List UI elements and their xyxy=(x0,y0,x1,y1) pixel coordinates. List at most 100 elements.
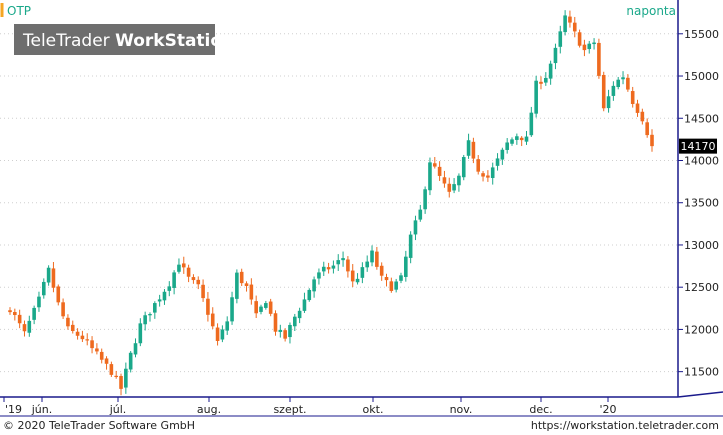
candle-body xyxy=(461,157,466,178)
candle-body xyxy=(360,267,365,278)
candle xyxy=(201,279,205,302)
candle xyxy=(162,289,167,305)
candle-body xyxy=(153,303,157,313)
candle xyxy=(592,38,596,50)
candle xyxy=(466,133,471,159)
candle xyxy=(399,272,403,284)
candle xyxy=(172,270,176,295)
candle xyxy=(181,256,186,274)
candle xyxy=(56,284,61,306)
candle xyxy=(432,156,437,169)
candle-body xyxy=(128,352,133,370)
candle xyxy=(27,315,32,337)
candle-body xyxy=(288,324,292,338)
x-tick-label: jún. xyxy=(31,403,53,416)
x-tick-label: '20 xyxy=(599,403,616,416)
candle-body xyxy=(505,142,509,150)
candle-body xyxy=(529,112,534,136)
candle-body xyxy=(341,258,345,261)
candle xyxy=(119,373,123,396)
candle-body xyxy=(138,323,143,344)
candle xyxy=(490,162,495,185)
candle-body xyxy=(606,96,611,109)
candle-body xyxy=(466,140,471,156)
candle-body xyxy=(133,343,138,355)
candle-body xyxy=(109,364,114,375)
candle-body xyxy=(181,263,186,268)
candle xyxy=(177,258,181,274)
candle-body xyxy=(32,307,36,320)
candle xyxy=(215,323,220,346)
candle-body xyxy=(244,283,249,286)
candle-body xyxy=(572,22,577,32)
candle xyxy=(292,313,297,331)
candle-body xyxy=(452,184,456,191)
candle xyxy=(582,39,587,57)
candle-body xyxy=(428,162,432,191)
candle xyxy=(476,155,481,175)
candle xyxy=(640,108,645,125)
candle xyxy=(350,264,355,288)
candle xyxy=(650,129,654,152)
candle xyxy=(563,10,567,36)
candle xyxy=(539,76,543,90)
candle-body xyxy=(259,306,263,312)
copyright-text: © 2020 TeleTrader Software GmbH xyxy=(3,419,196,432)
candle-body xyxy=(457,175,461,186)
candle-body xyxy=(22,324,27,332)
candle xyxy=(452,178,456,194)
candle xyxy=(515,133,519,145)
candle xyxy=(268,298,273,317)
candle xyxy=(210,307,215,330)
candle xyxy=(8,307,12,315)
candle xyxy=(505,138,509,154)
candle xyxy=(519,136,524,147)
candle-body xyxy=(167,286,172,291)
candle-body xyxy=(41,281,46,296)
candle xyxy=(544,72,548,86)
candle-body xyxy=(90,340,94,349)
interval-label[interactable]: naponta xyxy=(626,4,676,18)
candle-body xyxy=(220,329,225,340)
symbol-label: OTP xyxy=(7,4,31,18)
candle xyxy=(568,10,572,28)
candle xyxy=(630,86,635,108)
y-tick-label: 13000 xyxy=(684,239,719,252)
candle-body xyxy=(490,167,495,179)
candle-body xyxy=(548,63,553,79)
candle-body xyxy=(592,42,596,45)
candle-body xyxy=(297,310,302,319)
footer: © 2020 TeleTrader Software GmbH https://… xyxy=(0,417,723,435)
candle xyxy=(264,300,268,310)
candle-body xyxy=(17,314,22,324)
candle xyxy=(230,291,234,325)
candle-body xyxy=(597,42,601,76)
candle-body xyxy=(582,44,587,51)
candle-body xyxy=(206,298,210,315)
candle-body xyxy=(630,91,635,104)
candle xyxy=(288,322,292,344)
candle xyxy=(297,307,302,324)
footer-url[interactable]: https://workstation.teletrader.com xyxy=(530,419,719,432)
y-axis-ticks: 11500 12000 12500 13000 13500 14000 14500 15000… xyxy=(678,28,719,379)
candle xyxy=(80,330,85,343)
candle-body xyxy=(544,77,548,83)
x-tick-label: dec. xyxy=(529,403,552,416)
candle xyxy=(85,333,90,346)
candle xyxy=(606,89,611,113)
y-tick-label: 14000 xyxy=(684,154,719,167)
candle xyxy=(186,264,191,283)
candle-body xyxy=(70,324,75,331)
candle xyxy=(331,260,336,274)
candle-body xyxy=(432,163,437,167)
last-price-value: 14170 xyxy=(681,140,716,153)
candle xyxy=(500,147,505,165)
candle-body xyxy=(56,286,61,303)
candle-body xyxy=(201,284,205,299)
y-tick-label: 12500 xyxy=(684,281,719,294)
candle xyxy=(244,281,249,292)
candle-body xyxy=(95,348,99,352)
candle-body xyxy=(650,134,654,147)
candle-body xyxy=(601,74,606,109)
